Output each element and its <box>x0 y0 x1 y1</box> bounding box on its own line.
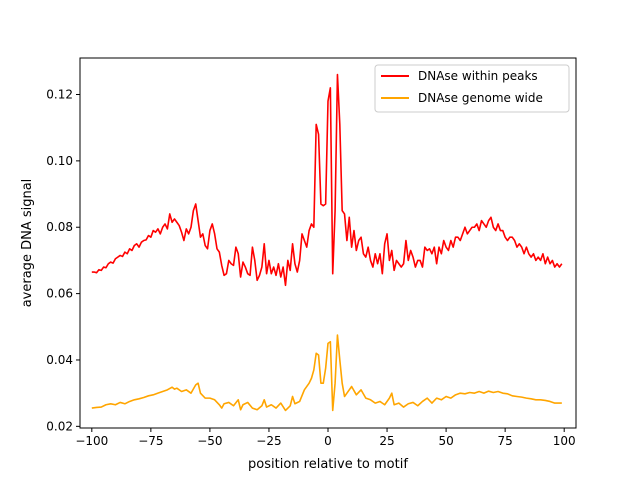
y-axis: 0.02 0.04 0.06 0.08 0.10 0.12 <box>46 88 80 433</box>
y-tick-label: 0.04 <box>46 353 73 367</box>
x-tick-label: −50 <box>197 434 222 448</box>
y-tick-label: 0.10 <box>46 154 73 168</box>
y-axis-label: average DNA signal <box>20 179 35 308</box>
y-tick-label: 0.06 <box>46 287 73 301</box>
x-tick-label: −100 <box>75 434 108 448</box>
x-tick-label: −25 <box>256 434 281 448</box>
x-tick-label: 0 <box>324 434 332 448</box>
series-layer <box>91 73 563 412</box>
x-tick-label: −75 <box>138 434 163 448</box>
y-tick-label: 0.12 <box>46 88 73 102</box>
x-tick-label: 100 <box>553 434 576 448</box>
legend-box <box>374 64 570 113</box>
x-axis-label: position relative to motif <box>248 457 408 472</box>
x-axis: −100 −75 −50 −25 0 25 50 75 100 <box>75 428 576 448</box>
series-line-dnase-genome-wide <box>91 334 562 412</box>
legend-label-genome-wide: DNAse genome wide <box>418 91 543 105</box>
legend-label-within-peaks: DNAse within peaks <box>418 69 538 83</box>
x-tick-label: 25 <box>379 434 394 448</box>
x-tick-label: 50 <box>438 434 453 448</box>
series-line-dnase-within-peaks <box>91 73 563 287</box>
legend: DNAse within peaks DNAse genome wide <box>374 64 570 113</box>
y-tick-label: 0.08 <box>46 220 73 234</box>
x-tick-label: 75 <box>498 434 513 448</box>
y-tick-label: 0.02 <box>46 419 73 433</box>
